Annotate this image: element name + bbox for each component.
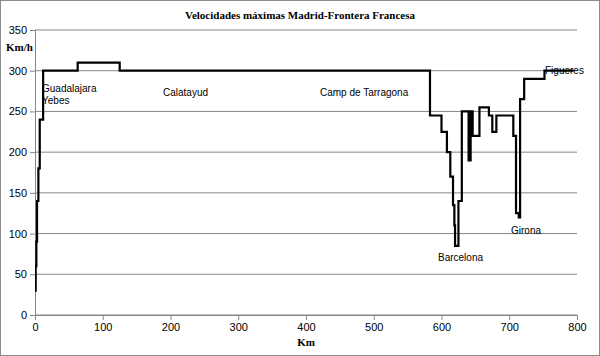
annotation: Calatayud <box>163 87 208 98</box>
y-tick-label: 200 <box>9 146 27 158</box>
x-tick-mark <box>442 315 443 320</box>
grid-line <box>35 233 577 234</box>
x-tick-mark <box>238 315 239 320</box>
x-tick: 800 <box>568 315 586 333</box>
chart: 0 50 100 150 200 250 300 350 0 100 200 300 400 500 600… <box>0 0 600 356</box>
y-tick-mark <box>30 193 35 194</box>
y-tick: 250 <box>9 105 35 117</box>
y-tick-label: 0 <box>21 309 27 321</box>
y-tick-mark <box>30 315 35 316</box>
y-tick-label: 100 <box>9 228 27 240</box>
y-tick: 350 <box>9 24 35 36</box>
x-tick-label: 100 <box>94 321 112 333</box>
y-tick-mark <box>30 274 35 275</box>
y-tick: 50 <box>15 268 35 280</box>
x-axis-line <box>36 316 578 321</box>
y-tick: 0 <box>21 309 35 321</box>
annotation: Yebes <box>42 95 69 106</box>
y-tick: 100 <box>9 228 35 240</box>
y-tick-mark <box>30 111 35 112</box>
x-tick-label: 300 <box>230 321 248 333</box>
y-tick-label: 250 <box>9 105 27 117</box>
x-tick-label: 400 <box>297 321 315 333</box>
x-tick-mark <box>306 315 307 320</box>
grid-line <box>35 192 577 193</box>
y-axis-line <box>30 31 36 316</box>
x-tick-label: 500 <box>365 321 383 333</box>
x-tick-label: 200 <box>162 321 180 333</box>
x-tick-mark <box>171 315 172 320</box>
x-tick-mark <box>374 315 375 320</box>
x-tick-label: 600 <box>433 321 451 333</box>
y-tick-label: 300 <box>9 65 27 77</box>
speed-line <box>35 63 574 291</box>
x-tick: 0 <box>32 315 38 333</box>
x-tick: 200 <box>162 315 180 333</box>
x-tick: 700 <box>501 315 519 333</box>
x-axis: 0 100 200 300 400 500 600 700 800 <box>32 315 586 333</box>
x-tick: 100 <box>94 315 112 333</box>
y-tick-mark <box>30 234 35 235</box>
grid <box>35 30 577 315</box>
grid-line <box>35 152 577 153</box>
y-tick: 300 <box>9 65 35 77</box>
x-tick-mark <box>103 315 104 320</box>
plot-marks <box>35 63 574 291</box>
y-tick: 200 <box>9 146 35 158</box>
y-tick-mark <box>30 71 35 72</box>
x-tick: 600 <box>433 315 451 333</box>
x-tick-mark <box>509 315 510 320</box>
x-tick-mark <box>577 315 578 320</box>
y-tick-label: 350 <box>9 24 27 36</box>
grid-line <box>35 111 577 112</box>
y-tick: 150 <box>9 187 35 199</box>
grid-line <box>35 274 577 275</box>
chart-frame <box>1 1 600 356</box>
annotation: Girona <box>511 225 541 236</box>
annotation: Guadalajara <box>42 83 97 94</box>
grid-line <box>35 30 577 31</box>
annotation: Camp de Tarragona <box>320 87 409 98</box>
x-tick-label: 700 <box>501 321 519 333</box>
x-tick-mark <box>35 315 36 320</box>
x-tick-label: 800 <box>568 321 586 333</box>
x-tick-label: 0 <box>32 321 38 333</box>
annotations: GuadalajaraYebes Calatayud Camp de Tarrago… <box>42 65 584 263</box>
chart-title: Velocidades máximas Madrid-Frontera Fran… <box>185 9 416 21</box>
x-axis-title: Km <box>297 336 315 348</box>
y-tick-label: 50 <box>15 268 27 280</box>
annotation: Barcelona <box>438 252 483 263</box>
x-tick: 400 <box>297 315 315 333</box>
annotation: Figueres <box>545 65 584 76</box>
x-tick: 300 <box>230 315 248 333</box>
x-tick: 500 <box>365 315 383 333</box>
y-tick-label: 150 <box>9 187 27 199</box>
y-axis: 0 50 100 150 200 250 300 350 <box>9 24 36 321</box>
y-tick-mark <box>30 152 35 153</box>
y-tick-mark <box>30 30 35 31</box>
y-axis-title: Km/h <box>6 41 33 53</box>
